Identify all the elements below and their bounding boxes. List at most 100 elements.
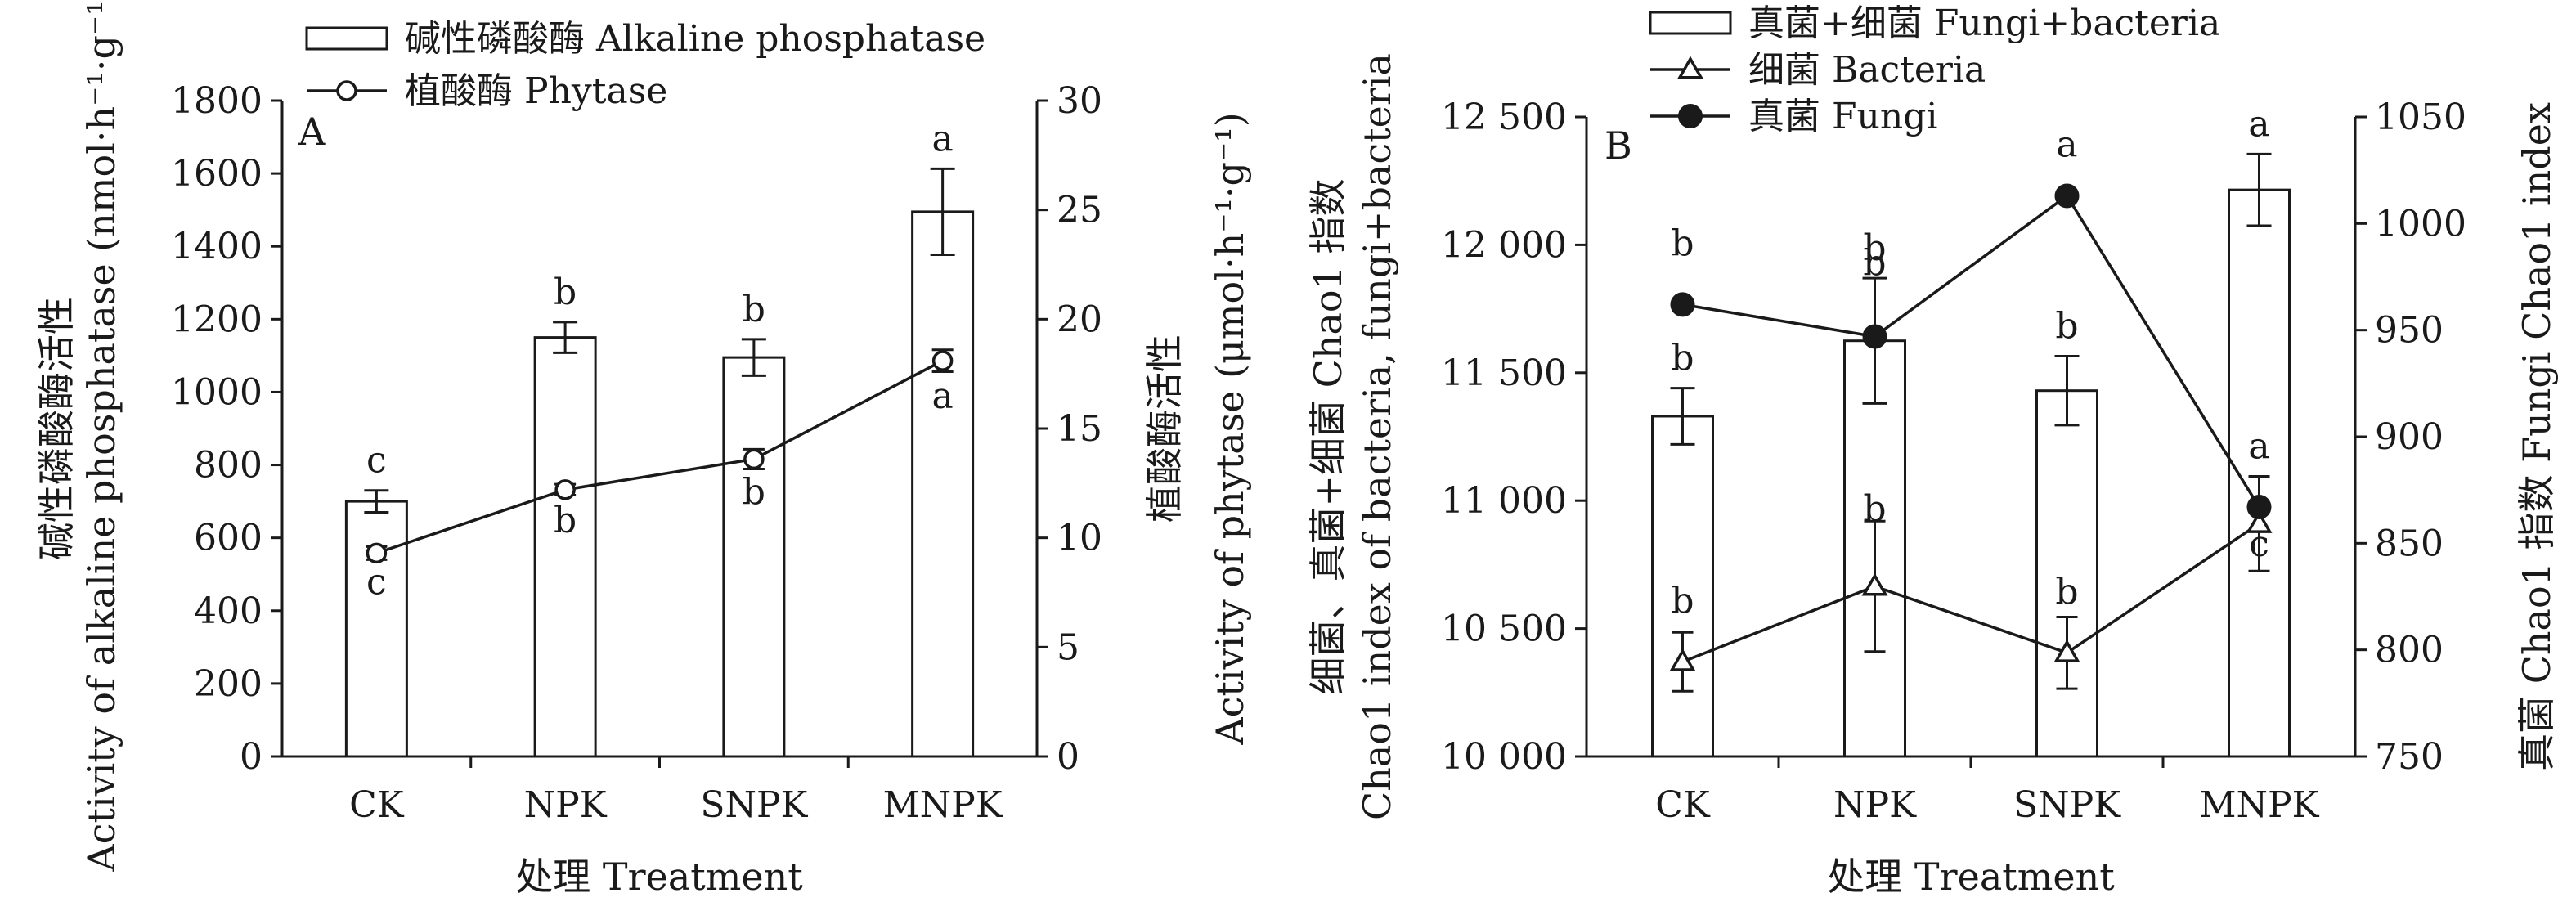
b-data-point <box>2246 495 2272 520</box>
a-legend-bar-swatch <box>305 26 388 51</box>
b-legend-marker <box>1678 104 1703 128</box>
b-bar <box>2035 389 2098 758</box>
b-data-point <box>1670 292 1695 317</box>
panel-a-chart: A 碱性磷酸酶活性 Activity of alkaline phosphata… <box>34 0 1252 899</box>
a-data-point <box>743 448 765 470</box>
a-x-tick-label: SNPK <box>700 784 808 826</box>
b-y-tick-label: 11 500 <box>1441 352 1567 394</box>
b-legend-bar-swatch <box>1649 11 1732 35</box>
panel-a-x-axis-title: 处理 Treatment <box>515 855 803 899</box>
panel-b-chart: B 细菌、真菌+细菌 Chao1 指数 Chao1 index of bacte… <box>1306 2 2559 899</box>
panel-a-y2-axis-title-en: Activity of phytase (μmol·h⁻¹·g⁻¹) <box>1208 112 1252 745</box>
a-y-tick-label: 0 <box>240 736 263 778</box>
panel-b-tag: B <box>1604 123 1632 168</box>
b-series-line <box>1682 193 2260 508</box>
b-y2-tick-label: 950 <box>2375 310 2444 352</box>
panel-a-marks: 0 200 400 600 800 1000 1200 1400 1600 1800 0 5 10 15 2… <box>171 80 1102 826</box>
a-y-tick-label: 200 <box>194 663 263 705</box>
b-y-tick-label: 10 000 <box>1441 736 1567 778</box>
b-y2-tick-label: 750 <box>2375 736 2444 778</box>
b-series-line <box>1681 522 2260 663</box>
a-data-point <box>366 542 388 564</box>
b-y-tick-label: 12 000 <box>1441 224 1567 266</box>
b-bar <box>2228 188 2291 758</box>
a-legend-marker <box>336 80 357 101</box>
a-x-tick-label: MNPK <box>883 784 1003 826</box>
panel-a-legend: 碱性磷酸酶 Alkaline phosphatase 植酸酶 Phytase <box>305 18 985 112</box>
a-point-significance-letter: a <box>932 375 954 417</box>
a-bar <box>722 356 786 758</box>
b-point-significance-letter: b <box>1863 488 1886 530</box>
b-y2-tick-label: 1000 <box>2375 203 2466 245</box>
b-point-significance-letter: b <box>1863 242 1886 284</box>
a-x-tick-label: NPK <box>524 784 608 826</box>
panel-b-y2-axis-title: 真菌 Chao1 指数 Fungi Chao1 index <box>2515 102 2559 771</box>
panel-a-y2-axis-title-zh: 植酸酶活性 <box>1142 334 1187 523</box>
a-y-tick-label: 400 <box>194 590 263 632</box>
b-legend-label: 真菌+细菌 Fungi+bacteria <box>1748 2 2220 44</box>
b-point-significance-letter: b <box>1671 222 1694 264</box>
b-point-significance-letter: a <box>2248 425 2269 467</box>
a-point-significance-letter: b <box>554 500 577 541</box>
b-x-tick-label: SNPK <box>2013 784 2121 826</box>
a-bar-significance-letter: b <box>743 289 765 330</box>
b-x-tick-label: NPK <box>1833 784 1917 826</box>
panel-b-y-axis-title-en: Chao1 index of bacteria, fungi+bacteria <box>1355 53 1399 820</box>
b-point-significance-letter: c <box>2249 523 2269 565</box>
panel-b-marks: 10 000 10 500 11 000 11 500 12 000 12 500 750 8… <box>1441 96 2466 826</box>
a-y2-tick-label: 25 <box>1057 190 1102 231</box>
b-legend-label: 细菌 Bacteria <box>1748 49 1986 91</box>
b-data-point <box>2054 183 2080 209</box>
a-point-significance-letter: b <box>743 471 765 513</box>
a-bar-significance-letter: a <box>932 118 954 159</box>
b-y2-tick-label: 1050 <box>2375 96 2466 138</box>
a-data-point <box>554 479 576 500</box>
b-y-tick-label: 10 500 <box>1441 608 1567 650</box>
a-bar <box>911 210 975 758</box>
b-data-point <box>1861 572 1888 596</box>
b-y-tick-label: 12 500 <box>1441 96 1567 138</box>
panel-b-y-axis-title-zh: 细菌、真菌+细菌 Chao1 指数 <box>1306 179 1350 695</box>
a-bar-significance-letter: b <box>554 271 577 313</box>
b-legend-label: 真菌 Fungi <box>1748 96 1937 137</box>
a-y-tick-label: 1000 <box>171 371 263 413</box>
b-bar-significance-letter: b <box>1863 227 1886 269</box>
a-y2-tick-label: 15 <box>1057 408 1102 450</box>
a-y2-tick-label: 10 <box>1057 518 1102 559</box>
a-series-line <box>375 359 944 555</box>
a-point-significance-letter: c <box>366 561 387 603</box>
b-bar-significance-letter: b <box>2055 305 2078 347</box>
b-y2-tick-label: 800 <box>2375 630 2444 671</box>
b-legend-marker <box>1676 56 1704 79</box>
a-y2-tick-label: 20 <box>1057 298 1102 340</box>
a-y-tick-label: 1200 <box>171 298 263 340</box>
b-data-point <box>1862 324 1887 349</box>
b-y-tick-label: 11 000 <box>1441 480 1567 522</box>
a-bar <box>533 336 597 758</box>
a-y-tick-label: 600 <box>194 518 263 559</box>
panel-a-tag: A <box>298 110 326 154</box>
a-x-tick-label: CK <box>349 784 405 826</box>
b-bar <box>1651 415 1714 758</box>
a-y-tick-label: 1400 <box>171 226 263 267</box>
a-y2-tick-label: 30 <box>1057 80 1102 122</box>
a-y2-tick-label: 0 <box>1057 736 1079 778</box>
b-x-tick-label: CK <box>1655 784 1711 826</box>
a-y-tick-label: 1800 <box>171 80 263 122</box>
b-data-point <box>2246 509 2273 533</box>
panel-b-x-axis-title: 处理 Treatment <box>1827 855 2115 899</box>
a-data-point <box>931 350 954 371</box>
b-x-tick-label: MNPK <box>2199 784 2319 826</box>
b-y2-tick-label: 900 <box>2375 416 2444 458</box>
b-y2-tick-label: 850 <box>2375 523 2444 564</box>
a-y-tick-label: 1600 <box>171 153 263 195</box>
a-bar <box>344 500 408 758</box>
b-bar-significance-letter: a <box>2248 103 2269 145</box>
panel-b-legend: 真菌+细菌 Fungi+bacteria 细菌 Bacteria 真菌 Fungi <box>1649 2 2220 137</box>
a-bar-significance-letter: c <box>366 440 387 482</box>
a-legend-label: 植酸酶 Phytase <box>405 70 667 112</box>
b-point-significance-letter: b <box>2055 571 2078 613</box>
b-bar-significance-letter: b <box>1671 338 1694 379</box>
panel-a-y-axis-title-en: Activity of alkaline phosphatase (nmol·h… <box>79 0 123 873</box>
